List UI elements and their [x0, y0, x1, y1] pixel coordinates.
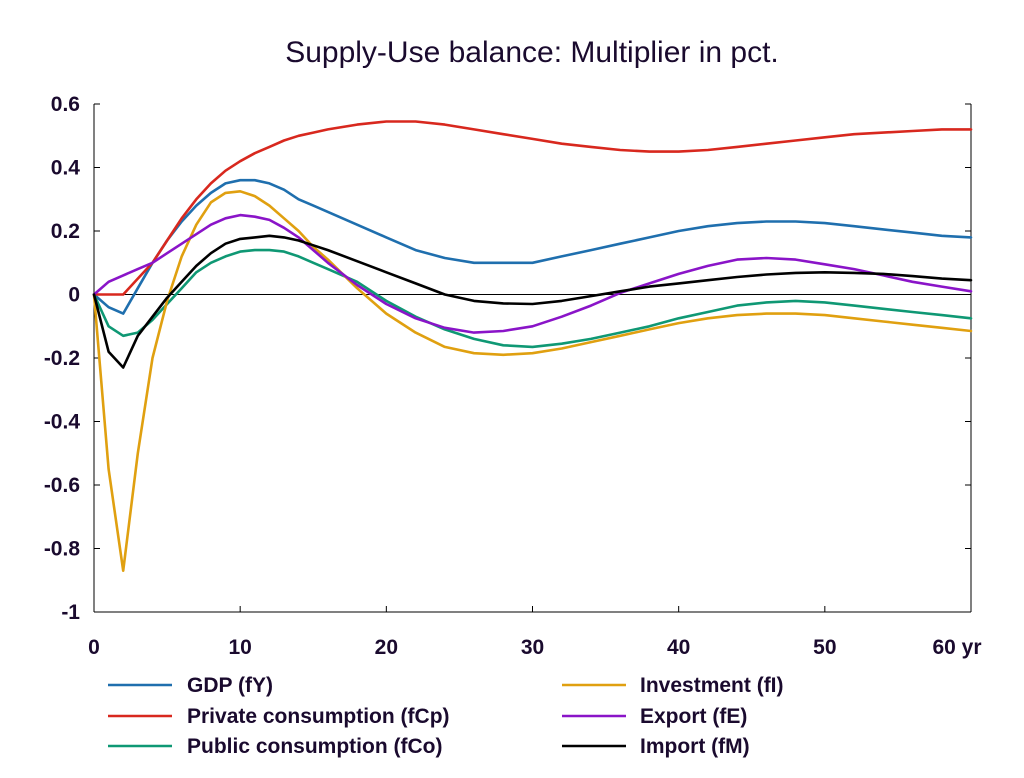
x-tick-label: 20 — [375, 636, 398, 659]
y-tick-label: -0.8 — [44, 538, 81, 561]
y-tick-label: 0.2 — [51, 220, 80, 243]
x-tick-label: 60 yr — [932, 636, 981, 659]
x-tick-label: 10 — [228, 636, 251, 659]
y-tick-label: -0.2 — [44, 347, 80, 370]
legend-label: Investment (fI) — [640, 674, 784, 697]
x-tick-label: 30 — [521, 636, 544, 659]
x-tick-label: 50 — [813, 636, 836, 659]
series-line — [92, 190, 973, 573]
legend-label: Public consumption (fCo) — [187, 735, 442, 758]
y-tick-label: -1 — [61, 601, 80, 624]
legend-label: Private consumption (fCp) — [187, 705, 450, 728]
x-tick-label: 0 — [88, 636, 100, 659]
series-line — [92, 178, 973, 315]
legend: GDP (fY) Private consumption (fCp) Public … — [108, 674, 784, 758]
series-line — [92, 248, 973, 349]
series-line — [92, 213, 973, 334]
series-line — [92, 120, 973, 296]
legend-label: Import (fM) — [640, 735, 750, 758]
plot-frame — [93, 104, 972, 613]
y-tick-label: 0 — [68, 284, 80, 307]
y-tick-label: -0.4 — [44, 411, 81, 434]
axes: -1 -0.8 -0.6 -0.4 -0.2 0 0.2 0.4 0.6 0 10 20 30 40 50 6… — [44, 93, 982, 659]
legend-label: Export (fE) — [640, 705, 747, 728]
legend-label: GDP (fY) — [187, 674, 273, 697]
y-tick-label: 0.6 — [51, 93, 80, 116]
series-line — [92, 234, 973, 369]
y-tick-label: -0.6 — [44, 474, 80, 497]
x-tick-label: 40 — [667, 636, 690, 659]
y-tick-label: 0.4 — [51, 157, 81, 180]
series-layer — [92, 120, 973, 573]
chart-title: Supply-Use balance: Multiplier in pct. — [285, 36, 779, 69]
